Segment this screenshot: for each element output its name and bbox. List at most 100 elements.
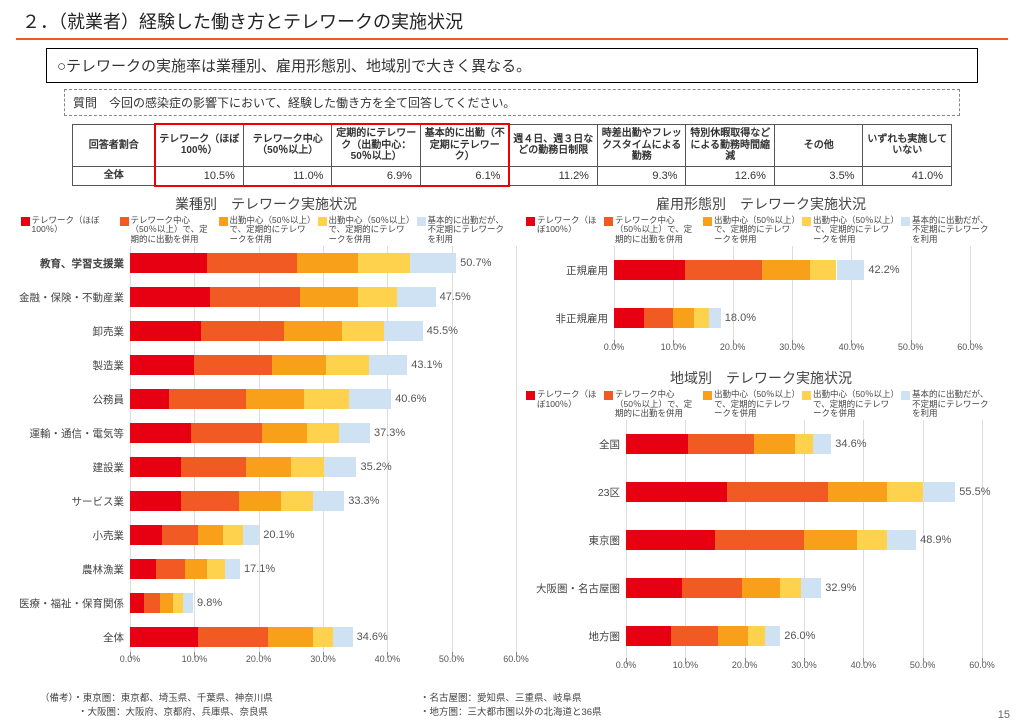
bar-segment	[207, 559, 225, 579]
bar-segment	[857, 530, 887, 550]
bar-segment	[780, 578, 801, 598]
bar-label: 全体	[16, 630, 130, 645]
bar-segment	[130, 491, 181, 511]
bar-value: 20.1%	[263, 525, 294, 545]
footnote-left: （備考）・東京圏：東京都、埼玉県、千葉県、神奈川県 ・大阪圏：大阪府、京都府、兵…	[40, 692, 273, 719]
bar-label: 大阪圏・名古屋圏	[526, 581, 626, 596]
table-cell: 9.3%	[597, 166, 686, 186]
bar-segment	[369, 355, 408, 375]
bar-segment	[130, 559, 156, 579]
bar-segment	[130, 389, 169, 409]
axis-industry: 0.0%10.0%20.0%30.0%40.0%50.0%60.0%	[130, 654, 516, 674]
bar-segment	[626, 578, 682, 598]
bar-segment	[291, 457, 324, 477]
chart-title-employment: 雇用形態別 テレワーク実施状況	[526, 194, 996, 214]
bar-segment	[326, 355, 368, 375]
bar-segment	[223, 525, 242, 545]
bar-segment	[130, 423, 191, 443]
bar-segment	[194, 355, 271, 375]
bar-value: 26.0%	[784, 626, 815, 646]
bar-segment	[804, 530, 857, 550]
bar-segment	[169, 389, 246, 409]
bar-segment	[673, 308, 694, 328]
table-col-header: いずれも実施していない	[863, 125, 952, 167]
bar-row: 金融・保険・不動産業47.5%	[16, 280, 516, 314]
bar-row: 非正規雇用18.0%	[526, 294, 996, 342]
legend-region: テレワーク（ほぼ100％）テレワーク中心（50％以上）で、定期的に出勤を併用出勤…	[526, 390, 996, 418]
table-corner: 回答者割合	[73, 125, 155, 167]
bar-segment	[410, 253, 456, 273]
bar-segment	[144, 593, 160, 613]
table-col-header: 週４日、週３日などの勤務日制限	[509, 125, 598, 167]
bar-segment	[694, 308, 709, 328]
bar-segment	[198, 525, 224, 545]
bar-row: 東京圏48.9%	[526, 516, 996, 564]
bar-segment	[837, 260, 865, 280]
table-cell: 6.1%	[420, 166, 509, 186]
bar-value: 37.3%	[374, 423, 405, 443]
bar-segment	[130, 457, 181, 477]
bar-segment	[162, 525, 197, 545]
bar-segment	[130, 253, 207, 273]
bar-row: 小売業 20.1%	[16, 518, 516, 552]
bar-segment	[626, 434, 688, 454]
bar-label: 教育、学習支援業	[16, 256, 130, 271]
chart-industry: 教育、学習支援業50.7%金融・保険・不動産業47.5%卸売業45.5%製造業4…	[16, 246, 516, 654]
bar-segment	[923, 482, 956, 502]
bar-segment	[762, 260, 809, 280]
bar-segment	[183, 593, 193, 613]
bar-label: 建設業	[16, 460, 130, 475]
bar-row: 全体34.6%	[16, 620, 516, 654]
bar-label: 正規雇用	[526, 263, 614, 278]
bar-segment	[201, 321, 285, 341]
table-cell: 12.6%	[686, 166, 775, 186]
bar-segment	[160, 593, 173, 613]
bar-label: 非正規雇用	[526, 311, 614, 326]
table-cell: 10.5%	[155, 166, 244, 186]
table-col-header: テレワーク（ほぼ100％）	[155, 125, 244, 167]
bar-segment	[281, 491, 313, 511]
table-cell: 6.9%	[332, 166, 421, 186]
axis-employment: 0.0%10.0%20.0%30.0%40.0%50.0%60.0%	[614, 342, 970, 362]
bar-segment	[709, 308, 721, 328]
bar-segment	[626, 626, 671, 646]
bar-segment	[191, 423, 262, 443]
bar-row: サービス業33.3%	[16, 484, 516, 518]
bar-segment	[297, 253, 358, 273]
bar-row: 製造業43.1%	[16, 348, 516, 382]
bar-segment	[130, 627, 198, 647]
bar-segment	[688, 434, 753, 454]
bar-segment	[682, 578, 741, 598]
table-col-header: 基本的に出勤（不定期にテレワーク）	[420, 125, 509, 167]
bar-value: 34.6%	[835, 434, 866, 454]
bar-segment	[810, 260, 837, 280]
bar-segment	[644, 308, 674, 328]
bar-segment	[342, 321, 384, 341]
bar-row: 医療・福祉・保育関係9.8%	[16, 586, 516, 620]
bar-segment	[887, 530, 916, 550]
bar-value: 50.7%	[460, 253, 491, 273]
bar-value: 47.5%	[440, 287, 471, 307]
bar-segment	[614, 308, 644, 328]
bar-label: 医療・福祉・保育関係	[16, 596, 130, 611]
bar-segment	[181, 491, 239, 511]
bar-segment	[349, 389, 391, 409]
chart-region: 全国34.6%23区55.5%東京圏48.9%大阪圏・名古屋圏32.9%地方圏2…	[526, 420, 996, 660]
bar-label: 地方圏	[526, 629, 626, 644]
bar-row: 地方圏 26.0%	[526, 612, 996, 660]
bar-segment	[156, 559, 185, 579]
bar-segment	[626, 482, 727, 502]
footnote-right: ・名古屋圏：愛知県、三重県、岐阜県 ・地方圏：三大都市圏以外の北海道と36県	[420, 692, 602, 719]
bar-segment	[614, 260, 685, 280]
bar-segment	[715, 530, 804, 550]
bar-segment	[813, 434, 831, 454]
legend-employment: テレワーク（ほぼ100％）テレワーク中心（50％以上）で、定期的に出勤を併用出勤…	[526, 216, 996, 244]
bar-segment	[130, 593, 144, 613]
chart-employment: 正規雇用42.2%非正規雇用18.0%	[526, 246, 996, 342]
page-title: ２．（就業者）経験した働き方とテレワークの実施状況	[16, 8, 1008, 34]
bar-label: 農林漁業	[16, 562, 130, 577]
bar-row: 23区55.5%	[526, 468, 996, 516]
bar-label: 小売業	[16, 528, 130, 543]
bar-segment	[742, 578, 781, 598]
table-cell: 11.2%	[509, 166, 598, 186]
